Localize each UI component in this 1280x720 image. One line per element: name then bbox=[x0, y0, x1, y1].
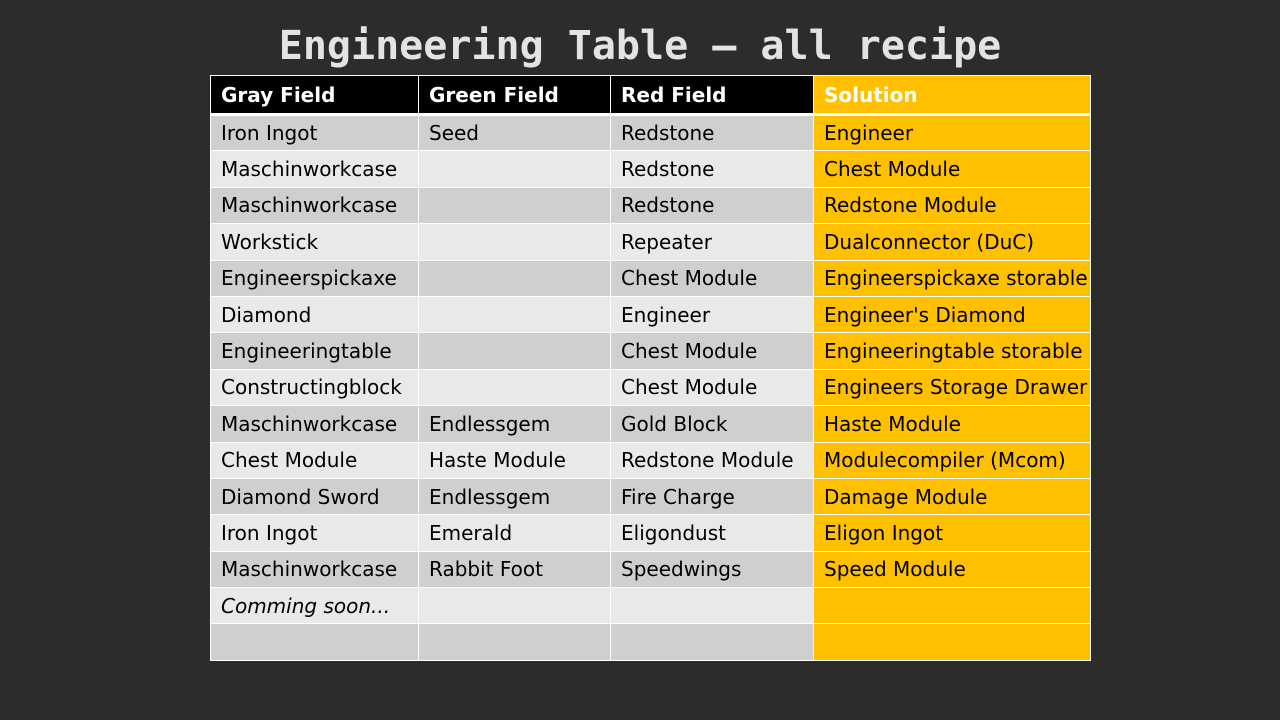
cell-red bbox=[610, 623, 814, 661]
table-row: Engineeringtable Chest Module Engineeringt… bbox=[210, 332, 1091, 370]
cell-gray: Comming soon... bbox=[210, 587, 419, 625]
cell-solution: Redstone Module bbox=[813, 186, 1091, 225]
cell-solution: Engineers Storage Drawer bbox=[813, 368, 1091, 407]
cell-green bbox=[418, 332, 611, 370]
cell-green: Seed bbox=[418, 113, 611, 152]
cell-green: Rabbit Foot bbox=[418, 550, 611, 589]
cell-gray: Iron Ingot bbox=[210, 113, 419, 152]
cell-solution: Chest Module bbox=[813, 150, 1091, 188]
cell-green: Endlessgem bbox=[418, 477, 611, 516]
table-row: Constructingblock Chest Module Engineers S… bbox=[210, 368, 1091, 407]
cell-gray: Engineerspickaxe bbox=[210, 259, 419, 297]
table-row: Maschinworkcase Redstone Redstone Module bbox=[210, 186, 1091, 225]
header-red-field: Red Field bbox=[610, 75, 814, 116]
cell-solution: Engineeringtable storable bbox=[813, 332, 1091, 370]
header-solution: Solution bbox=[813, 75, 1091, 116]
cell-gray bbox=[210, 623, 419, 661]
cell-red: Repeater bbox=[610, 223, 814, 261]
cell-red: Gold Block bbox=[610, 405, 814, 443]
table-row: Maschinworkcase Rabbit Foot Speedwings Spee… bbox=[210, 550, 1091, 589]
cell-red: Redstone bbox=[610, 186, 814, 225]
cell-solution: Haste Module bbox=[813, 405, 1091, 443]
header-green-field: Green Field bbox=[418, 75, 611, 116]
table-row: Iron Ingot Seed Redstone Engineer bbox=[210, 113, 1091, 152]
cell-solution: Engineerspickaxe storable bbox=[813, 259, 1091, 297]
cell-gray: Chest Module bbox=[210, 441, 419, 479]
cell-green bbox=[418, 223, 611, 261]
cell-red: Chest Module bbox=[610, 259, 814, 297]
cell-red: Engineer bbox=[610, 295, 814, 334]
table-row: Comming soon... bbox=[210, 587, 1091, 625]
table-row: Engineerspickaxe Chest Module Engineerspic… bbox=[210, 259, 1091, 297]
cell-solution: Eligon Ingot bbox=[813, 514, 1091, 552]
cell-solution: Engineer bbox=[813, 113, 1091, 152]
cell-red: Speedwings bbox=[610, 550, 814, 589]
cell-gray: Maschinworkcase bbox=[210, 186, 419, 225]
cell-solution: Engineer's Diamond bbox=[813, 295, 1091, 334]
cell-red: Eligondust bbox=[610, 514, 814, 552]
cell-gray: Maschinworkcase bbox=[210, 550, 419, 589]
table-row: Workstick Repeater Dualconnector (DuC) bbox=[210, 223, 1091, 261]
cell-red bbox=[610, 587, 814, 625]
cell-red: Redstone Module bbox=[610, 441, 814, 479]
cell-green bbox=[418, 259, 611, 297]
cell-gray: Diamond Sword bbox=[210, 477, 419, 516]
cell-green bbox=[418, 623, 611, 661]
table-row: Iron Ingot Emerald Eligondust Eligon Ingot bbox=[210, 514, 1091, 552]
cell-solution: Damage Module bbox=[813, 477, 1091, 516]
cell-solution bbox=[813, 623, 1091, 661]
cell-green bbox=[418, 186, 611, 225]
header-gray-field: Gray Field bbox=[210, 75, 419, 116]
cell-solution: Dualconnector (DuC) bbox=[813, 223, 1091, 261]
table-row: Maschinworkcase Endlessgem Gold Block Haste… bbox=[210, 405, 1091, 443]
cell-green bbox=[418, 587, 611, 625]
table-row: Diamond Sword Endlessgem Fire Charge Damage… bbox=[210, 477, 1091, 516]
cell-green bbox=[418, 150, 611, 188]
cell-green: Haste Module bbox=[418, 441, 611, 479]
cell-red: Chest Module bbox=[610, 368, 814, 407]
cell-gray: Iron Ingot bbox=[210, 514, 419, 552]
table-row bbox=[210, 623, 1091, 661]
table-row: Diamond Engineer Engineer's Diamond bbox=[210, 295, 1091, 334]
table-row: Maschinworkcase Redstone Chest Module bbox=[210, 150, 1091, 188]
cell-solution bbox=[813, 587, 1091, 625]
cell-solution: Speed Module bbox=[813, 550, 1091, 589]
cell-gray: Engineeringtable bbox=[210, 332, 419, 370]
header-row: Gray Field Green Field Red Field Solutio… bbox=[210, 75, 1091, 116]
slide-title: Engineering Table – all recipe bbox=[278, 23, 1002, 69]
cell-gray: Maschinworkcase bbox=[210, 405, 419, 443]
cell-solution: Modulecompiler (Mcom) bbox=[813, 441, 1091, 479]
cell-green: Endlessgem bbox=[418, 405, 611, 443]
cell-red: Chest Module bbox=[610, 332, 814, 370]
cell-green bbox=[418, 368, 611, 407]
cell-green: Emerald bbox=[418, 514, 611, 552]
cell-gray: Constructingblock bbox=[210, 368, 419, 407]
cell-gray: Maschinworkcase bbox=[210, 150, 419, 188]
cell-red: Redstone bbox=[610, 150, 814, 188]
cell-red: Fire Charge bbox=[610, 477, 814, 516]
recipe-table: Gray Field Green Field Red Field Solutio… bbox=[210, 75, 1091, 661]
cell-gray: Workstick bbox=[210, 223, 419, 261]
cell-green bbox=[418, 295, 611, 334]
table-row: Chest Module Haste Module Redstone Module M… bbox=[210, 441, 1091, 479]
cell-gray: Diamond bbox=[210, 295, 419, 334]
cell-red: Redstone bbox=[610, 113, 814, 152]
